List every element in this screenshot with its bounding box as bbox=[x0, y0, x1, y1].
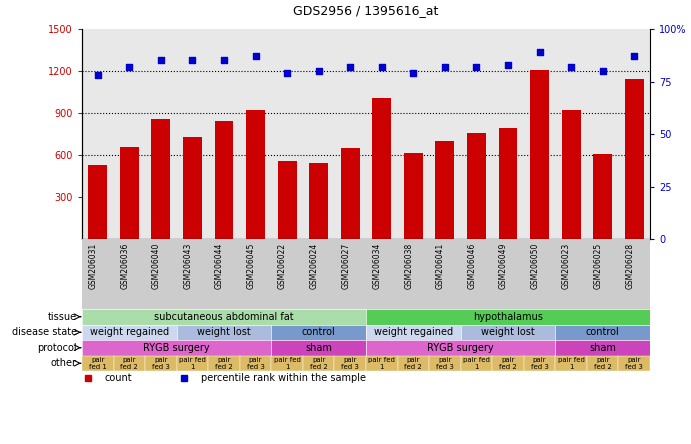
Bar bbox=[467, 133, 486, 239]
Point bbox=[282, 70, 293, 77]
Point bbox=[250, 53, 261, 60]
Text: GSM206036: GSM206036 bbox=[120, 242, 129, 289]
Text: subcutaneous abdominal fat: subcutaneous abdominal fat bbox=[154, 312, 294, 322]
Point bbox=[377, 63, 388, 70]
Text: pair
fed 1: pair fed 1 bbox=[89, 357, 106, 370]
Text: GSM206049: GSM206049 bbox=[499, 242, 508, 289]
Text: sham: sham bbox=[305, 343, 332, 353]
Text: pair fed
1: pair fed 1 bbox=[368, 357, 395, 370]
Text: pair
fed 2: pair fed 2 bbox=[310, 357, 328, 370]
Text: pair
fed 3: pair fed 3 bbox=[625, 357, 643, 370]
Text: pair fed
1: pair fed 1 bbox=[558, 357, 585, 370]
Bar bbox=[88, 165, 107, 239]
Text: pair
fed 3: pair fed 3 bbox=[247, 357, 265, 370]
Point bbox=[534, 48, 545, 56]
Bar bbox=[309, 163, 328, 239]
Text: pair
fed 3: pair fed 3 bbox=[531, 357, 549, 370]
Text: GSM206023: GSM206023 bbox=[562, 242, 571, 289]
Text: pair
fed 3: pair fed 3 bbox=[341, 357, 359, 370]
Text: GSM206046: GSM206046 bbox=[467, 242, 476, 289]
Text: control: control bbox=[302, 327, 336, 337]
Text: other: other bbox=[51, 358, 77, 368]
Point bbox=[565, 63, 576, 70]
Text: weight regained: weight regained bbox=[374, 327, 453, 337]
Text: GSM206025: GSM206025 bbox=[594, 242, 603, 289]
Text: pair
fed 2: pair fed 2 bbox=[594, 357, 612, 370]
Bar bbox=[341, 148, 360, 239]
Point bbox=[629, 53, 640, 60]
Text: RYGB surgery: RYGB surgery bbox=[427, 343, 494, 353]
Point bbox=[471, 63, 482, 70]
Text: GSM206043: GSM206043 bbox=[183, 242, 193, 289]
Text: protocol: protocol bbox=[37, 343, 77, 353]
Point bbox=[218, 57, 229, 64]
Bar bbox=[183, 137, 202, 239]
Text: GSM206040: GSM206040 bbox=[152, 242, 161, 289]
Text: RYGB surgery: RYGB surgery bbox=[143, 343, 210, 353]
Text: sham: sham bbox=[589, 343, 616, 353]
Bar bbox=[278, 161, 296, 239]
Point bbox=[345, 63, 356, 70]
Point bbox=[187, 57, 198, 64]
Bar bbox=[246, 110, 265, 239]
Bar bbox=[151, 119, 171, 239]
Text: GSM206038: GSM206038 bbox=[404, 242, 413, 289]
Text: GSM206034: GSM206034 bbox=[372, 242, 382, 289]
Text: pair fed
1: pair fed 1 bbox=[463, 357, 490, 370]
Text: GSM206024: GSM206024 bbox=[310, 242, 319, 289]
Text: tissue: tissue bbox=[48, 312, 77, 322]
Text: GSM206044: GSM206044 bbox=[215, 242, 224, 289]
Text: GSM206045: GSM206045 bbox=[247, 242, 256, 289]
Text: pair
fed 2: pair fed 2 bbox=[499, 357, 517, 370]
Bar bbox=[593, 154, 612, 239]
Text: pair
fed 2: pair fed 2 bbox=[120, 357, 138, 370]
Point bbox=[155, 57, 167, 64]
Text: weight regained: weight regained bbox=[90, 327, 169, 337]
Bar bbox=[530, 70, 549, 239]
Text: pair
fed 2: pair fed 2 bbox=[215, 357, 233, 370]
Point bbox=[439, 63, 451, 70]
Text: weight lost: weight lost bbox=[197, 327, 251, 337]
Text: percentile rank within the sample: percentile rank within the sample bbox=[201, 373, 366, 384]
Bar bbox=[562, 110, 580, 239]
Text: pair
fed 3: pair fed 3 bbox=[152, 357, 170, 370]
Text: weight lost: weight lost bbox=[481, 327, 535, 337]
Point bbox=[93, 71, 104, 79]
Point bbox=[597, 67, 608, 75]
Text: GSM206050: GSM206050 bbox=[531, 242, 540, 289]
Text: GSM206028: GSM206028 bbox=[625, 242, 634, 289]
Text: pair fed
1: pair fed 1 bbox=[179, 357, 206, 370]
Text: control: control bbox=[586, 327, 620, 337]
Point bbox=[313, 67, 324, 75]
Bar bbox=[625, 79, 644, 239]
Point bbox=[502, 61, 513, 68]
Bar bbox=[372, 98, 391, 239]
Bar bbox=[120, 147, 139, 239]
Bar bbox=[404, 153, 423, 239]
Text: pair fed
1: pair fed 1 bbox=[274, 357, 301, 370]
Point bbox=[124, 63, 135, 70]
Text: GSM206022: GSM206022 bbox=[278, 242, 287, 289]
Text: GSM206031: GSM206031 bbox=[88, 242, 98, 289]
Text: pair
fed 3: pair fed 3 bbox=[436, 357, 454, 370]
Bar bbox=[214, 121, 234, 239]
Text: GDS2956 / 1395616_at: GDS2956 / 1395616_at bbox=[293, 4, 439, 17]
Bar bbox=[498, 128, 518, 239]
Text: hypothalamus: hypothalamus bbox=[473, 312, 543, 322]
Text: GSM206041: GSM206041 bbox=[436, 242, 445, 289]
Text: disease state: disease state bbox=[12, 327, 77, 337]
Bar bbox=[435, 141, 455, 239]
Point bbox=[408, 70, 419, 77]
Text: GSM206027: GSM206027 bbox=[341, 242, 350, 289]
Text: count: count bbox=[105, 373, 133, 384]
Text: pair
fed 2: pair fed 2 bbox=[404, 357, 422, 370]
